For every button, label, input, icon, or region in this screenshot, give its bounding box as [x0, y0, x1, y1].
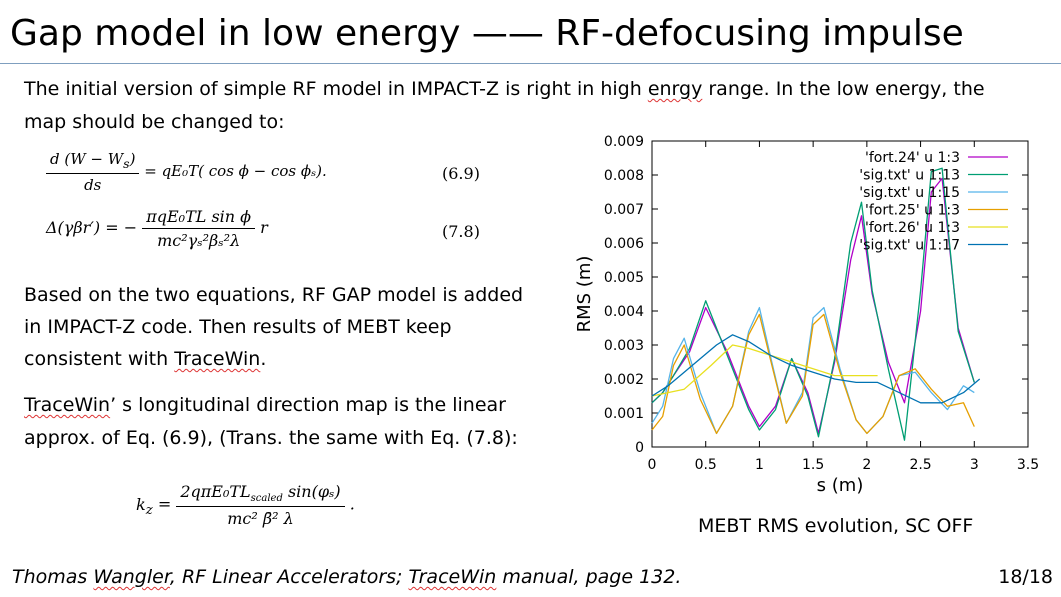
- tracewin-word-2: TraceWin: [24, 394, 111, 416]
- equation-kz: kz = 2qπE₀TLscaled sin(φₛ) mc² β̄² λ .: [136, 482, 355, 528]
- eq78-numerator: πqE₀TL sin ϕ: [142, 207, 256, 229]
- para3-line-1: TraceWin’ s longitudinal direction map i…: [24, 394, 506, 416]
- x-tick-label: 1: [755, 457, 764, 473]
- page-number: 18/18: [998, 566, 1053, 588]
- eq78-rhs: r: [260, 218, 268, 237]
- footer-reference: Thomas Wangler, RF Linear Accelerators; …: [12, 566, 682, 588]
- footer-author: Wangler: [93, 566, 170, 588]
- eqk-numerator: 2qπE₀TLscaled sin(φₛ): [176, 482, 345, 508]
- intro-line-2: map should be changed to:: [24, 111, 285, 133]
- para2-line-2: in IMPACT-Z code. Then results of MEBT k…: [24, 316, 452, 338]
- y-tick-label: 0.008: [604, 168, 644, 184]
- series-line: [651, 177, 975, 435]
- series-line: [651, 306, 975, 435]
- intro-text-c: range. In the low energy, the: [702, 78, 985, 100]
- eq78-lhs: Δ(γβr′) = −: [46, 218, 138, 237]
- eq78-denominator: mc²γₛ²βₛ²λ: [157, 231, 241, 250]
- eq69-label: (6.9): [442, 164, 480, 183]
- eq69-fraction: d (W − Ws) ds: [46, 150, 140, 194]
- eq69-rhs: = qE₀T( cos ϕ − cos ϕₛ).: [144, 162, 327, 180]
- y-tick-label: 0.007: [604, 202, 644, 218]
- x-axis-label: s (m): [817, 475, 864, 496]
- x-tick-label: 2.5: [909, 457, 931, 473]
- para3-line-2: approx. of Eq. (6.9), (Trans. the same w…: [24, 427, 518, 449]
- intro-text-misspelled: enrgy: [647, 78, 703, 100]
- title-divider: [0, 63, 1061, 64]
- chart-caption: MEBT RMS evolution, SC OFF: [698, 515, 974, 537]
- equation-7-8: Δ(γβr′) = − πqE₀TL sin ϕ mc²γₛ²βₛ²λ r: [46, 207, 268, 250]
- eq78-fraction: πqE₀TL sin ϕ mc²γₛ²βₛ²λ: [142, 207, 256, 250]
- legend-label: 'fort.25' u 1:3: [865, 203, 960, 219]
- eq69-numerator: d (W − Ws): [46, 150, 140, 174]
- para2-line-1: Based on the two equations, RF GAP model…: [24, 284, 524, 306]
- series-line: [651, 313, 975, 435]
- eqk-fraction: 2qπE₀TLscaled sin(φₛ) mc² β̄² λ: [176, 482, 345, 529]
- intro-text-a: The initial version of simple RF model i…: [24, 78, 648, 100]
- y-tick-label: 0.003: [604, 338, 644, 354]
- plot-frame: [651, 140, 1029, 448]
- eq78-label: (7.8): [442, 222, 480, 241]
- y-tick-label: 0.001: [604, 406, 644, 422]
- rms-chart: 0 0.001 0.002 0.003 0.004 0.005 0.006 0.007 0.00…: [574, 134, 1039, 496]
- legend-label: 'fort.26' u 1:3: [865, 220, 960, 236]
- x-tick-label: 2: [862, 457, 871, 473]
- x-tick-label: 3: [970, 457, 979, 473]
- series-line: [651, 334, 981, 404]
- x-tick-label: 1.5: [802, 457, 824, 473]
- series-line: [651, 167, 975, 441]
- eq69-denominator: ds: [84, 176, 102, 194]
- eqk-lhs: kz: [136, 494, 153, 518]
- x-tick-label: 0.5: [695, 457, 717, 473]
- y-tick-label: 0.002: [604, 372, 644, 388]
- footer-tracewin: TraceWin: [408, 566, 497, 588]
- y-tick-label: 0.005: [604, 270, 644, 286]
- x-tick-label: 3.5: [1017, 457, 1039, 473]
- y-tick-label: 0.006: [604, 236, 644, 252]
- legend-label: 'sig.txt' u 1:17: [859, 238, 960, 254]
- equation-6-9: d (W − Ws) ds = qE₀T( cos ϕ − cos ϕₛ).: [46, 150, 327, 194]
- eqk-equals: =: [157, 494, 172, 514]
- eqk-dot: .: [349, 494, 355, 514]
- x-tick-label: 0: [648, 457, 657, 473]
- tracewin-word: TraceWin: [174, 348, 261, 370]
- eqk-denominator: mc² β̄² λ: [227, 509, 294, 529]
- legend-label: 'sig.txt' u 1:13: [859, 168, 960, 184]
- y-axis-label: RMS (m): [574, 256, 595, 333]
- intro-line-1: The initial version of simple RF model i…: [24, 72, 985, 106]
- y-tick-label: 0.004: [604, 304, 644, 320]
- legend-label: 'sig.txt' u 1:15: [859, 185, 960, 201]
- y-tick-label: 0.009: [604, 134, 644, 150]
- legend-label: 'fort.24' u 1:3: [865, 150, 960, 166]
- slide-title: Gap model in low energy —— RF-defocusing…: [10, 13, 964, 54]
- y-tick-label: 0: [635, 440, 644, 456]
- para2-line-3: consistent with TraceWin.: [24, 348, 267, 370]
